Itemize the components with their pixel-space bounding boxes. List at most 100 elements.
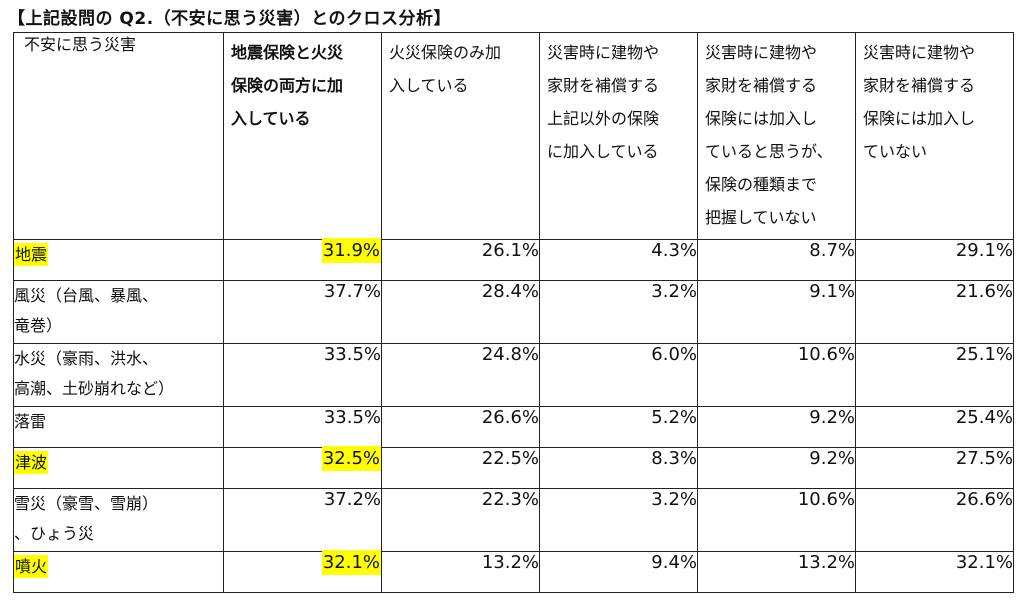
value-cell: 32.5% (223, 446, 382, 489)
value-cell: 8.7% (697, 239, 856, 281)
value: 10.6% (797, 489, 855, 510)
value: 3.2% (651, 489, 697, 510)
value-cell: 29.1% (855, 239, 1014, 281)
value-cell: 33.5% (223, 406, 382, 448)
column-header-label: 地震保険と火災 保険の両方に加 入している (231, 43, 344, 128)
column-header: 地震保険と火災 保険の両方に加 入している (223, 32, 382, 240)
value-cell: 26.6% (855, 488, 1014, 552)
value-cell: 32.1% (855, 551, 1014, 593)
value-cell: 9.1% (697, 280, 856, 344)
value: 4.3% (651, 240, 697, 261)
value: 13.2% (481, 552, 539, 573)
column-header-label: 災害時に建物や 家財を補償する 保険には加入し ていると思うが、 保険の種類まで… (705, 43, 833, 227)
cross-analysis-table: 不安に思う災害 地震保険と火災 保険の両方に加 入している 火災保険のみ加 入し… (13, 32, 1014, 593)
value: 9.2% (809, 448, 855, 469)
value: 8.7% (809, 240, 855, 261)
table-row: 雪災（豪雪、雪崩） 、ひょう災 37.2% 22.3% 3.2% 10.6% 2… (13, 488, 1014, 552)
value-cell: 26.1% (381, 239, 540, 281)
value-cell: 24.8% (381, 343, 540, 407)
value: 25.4% (955, 407, 1013, 428)
value: 37.7% (323, 281, 381, 302)
value: 32.5% (321, 446, 381, 471)
row-label-cell: 地震 (13, 239, 224, 281)
row-label: 地震 (14, 243, 49, 266)
value: 24.8% (481, 344, 539, 365)
row-label-cell: 雪災（豪雪、雪崩） 、ひょう災 (13, 488, 224, 552)
value-cell: 9.4% (539, 551, 698, 593)
header-row: 不安に思う災害 地震保険と火災 保険の両方に加 入している 火災保険のみ加 入し… (13, 32, 1014, 240)
value-cell: 8.3% (539, 447, 698, 489)
corner-label: 不安に思う災害 (24, 35, 137, 54)
corner-header: 不安に思う災害 (13, 32, 224, 240)
row-label-cell: 落雷 (13, 406, 224, 448)
value-cell: 22.5% (381, 447, 540, 489)
value: 26.6% (955, 489, 1013, 510)
value: 13.2% (797, 552, 855, 573)
row-label: 落雷 (14, 412, 47, 431)
table-row: 落雷 33.5% 26.6% 5.2% 9.2% 25.4% (13, 406, 1014, 448)
row-label: 雪災（豪雪、雪崩） 、ひょう災 (14, 494, 159, 543)
value-cell: 27.5% (855, 447, 1014, 489)
table-row: 津波 32.5% 22.5% 8.3% 9.2% 27.5% (13, 446, 1014, 489)
table-row: 噴火 32.1% 13.2% 9.4% 13.2% 32.1% (13, 550, 1014, 593)
value: 31.9% (321, 238, 381, 263)
column-header: 災害時に建物や 家財を補償する 保険には加入し ていると思うが、 保険の種類まで… (697, 32, 856, 240)
value: 37.2% (323, 489, 381, 510)
value: 32.1% (321, 550, 381, 575)
row-label: 風災（台風、暴風、 竜巻） (14, 286, 159, 335)
column-header: 災害時に建物や 家財を補償する 保険には加入し ていない (855, 32, 1014, 240)
value: 21.6% (955, 281, 1013, 302)
value-cell: 13.2% (697, 551, 856, 593)
value-cell: 3.2% (539, 488, 698, 552)
value: 3.2% (651, 281, 697, 302)
value-cell: 32.1% (223, 550, 382, 593)
column-header-label: 災害時に建物や 家財を補償する 保険には加入し ていない (863, 43, 976, 161)
row-label: 噴火 (14, 555, 49, 578)
value-cell: 3.2% (539, 280, 698, 344)
value-cell: 25.1% (855, 343, 1014, 407)
value: 9.1% (809, 281, 855, 302)
value-cell: 37.7% (223, 280, 382, 344)
value-cell: 6.0% (539, 343, 698, 407)
value: 10.6% (797, 344, 855, 365)
value: 32.1% (955, 552, 1013, 573)
value-cell: 37.2% (223, 488, 382, 552)
value: 26.6% (481, 407, 539, 428)
value-cell: 31.9% (223, 238, 382, 281)
table-row: 地震 31.9% 26.1% 4.3% 8.7% 29.1% (13, 238, 1014, 281)
value: 6.0% (651, 344, 697, 365)
row-label: 津波 (14, 451, 49, 474)
value-cell: 5.2% (539, 406, 698, 448)
value-cell: 4.3% (539, 239, 698, 281)
value-cell: 10.6% (697, 488, 856, 552)
value-cell: 25.4% (855, 406, 1014, 448)
value: 26.1% (481, 240, 539, 261)
value: 22.3% (481, 489, 539, 510)
value: 33.5% (323, 344, 381, 365)
value-cell: 13.2% (381, 551, 540, 593)
value: 9.4% (651, 552, 697, 573)
column-header: 災害時に建物や 家財を補償する 上記以外の保険 に加入している (539, 32, 698, 240)
table-row: 水災（豪雨、洪水、 高潮、土砂崩れなど） 33.5% 24.8% 6.0% 10… (13, 343, 1014, 407)
value-cell: 21.6% (855, 280, 1014, 344)
row-label-cell: 噴火 (13, 551, 224, 593)
row-label: 水災（豪雨、洪水、 高潮、土砂崩れなど） (14, 349, 175, 398)
column-header-label: 災害時に建物や 家財を補償する 上記以外の保険 に加入している (547, 43, 660, 161)
table-row: 風災（台風、暴風、 竜巻） 37.7% 28.4% 3.2% 9.1% 21.6… (13, 280, 1014, 344)
value-cell: 26.6% (381, 406, 540, 448)
value-cell: 28.4% (381, 280, 540, 344)
row-label-cell: 水災（豪雨、洪水、 高潮、土砂崩れなど） (13, 343, 224, 407)
row-label-cell: 風災（台風、暴風、 竜巻） (13, 280, 224, 344)
value: 8.3% (651, 448, 697, 469)
value-cell: 10.6% (697, 343, 856, 407)
value-cell: 33.5% (223, 343, 382, 407)
value: 27.5% (955, 448, 1013, 469)
value: 9.2% (809, 407, 855, 428)
value-cell: 22.3% (381, 488, 540, 552)
value: 25.1% (955, 344, 1013, 365)
column-header: 火災保険のみ加 入している (381, 32, 540, 240)
value: 28.4% (481, 281, 539, 302)
value: 5.2% (651, 407, 697, 428)
value: 22.5% (481, 448, 539, 469)
page-title: 【上記設問の Q2.（不安に思う災害）とのクロス分析】 (8, 9, 451, 29)
